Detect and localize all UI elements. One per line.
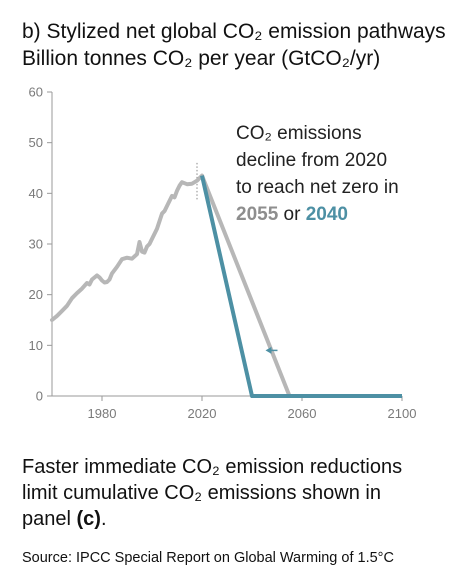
annotation-line-4: 2055 or 2040 xyxy=(236,204,348,225)
x-axis: 1980 2020 2060 2100 xyxy=(52,395,417,421)
x-tick-label: 2060 xyxy=(288,406,317,421)
annotation-connector: or xyxy=(278,204,305,225)
caption-end: . xyxy=(100,508,107,530)
annotation-year-2040: 2040 xyxy=(306,204,348,225)
source-note: Source: IPCC Special Report on Global Wa… xyxy=(22,550,394,566)
x-tick-label: 2100 xyxy=(388,406,417,421)
x-tick-label: 2020 xyxy=(188,406,217,421)
caption-panel-ref: (c) xyxy=(76,508,101,530)
annotation-line-1: CO₂ emissions xyxy=(236,123,362,144)
y-tick-label: 0 xyxy=(36,389,43,404)
emissions-chart: 0 10 20 30 40 50 60 1980 2020 2060 2100 CO₂ emiss… xyxy=(29,85,417,422)
caption-text: Faster immediate CO₂ emission reductions… xyxy=(22,456,403,530)
series-pathway-2040-line xyxy=(200,175,402,398)
series-history-line xyxy=(50,173,204,322)
chart-title: b) Stylized net global CO₂ emission path… xyxy=(22,20,446,43)
shift-arrow-head xyxy=(265,346,272,354)
shift-arrow xyxy=(265,346,278,354)
annotation-line-3: to reach net zero in xyxy=(236,177,399,198)
y-tick-label: 40 xyxy=(29,186,43,201)
y-tick-label: 30 xyxy=(29,237,43,252)
caption: Faster immediate CO₂ emission reductions… xyxy=(22,454,432,532)
annotation-line-2: decline from 2020 xyxy=(236,150,387,171)
y-axis: 0 10 20 30 40 50 60 xyxy=(29,85,53,404)
y-tick-label: 50 xyxy=(29,135,43,150)
x-tick-label: 1980 xyxy=(88,406,117,421)
chart-subtitle: Billion tonnes CO₂ per year (GtCO₂/yr) xyxy=(22,47,381,70)
annotation-year-2055: 2055 xyxy=(236,204,279,225)
y-tick-label: 60 xyxy=(29,85,43,100)
y-tick-label: 10 xyxy=(29,338,43,353)
y-tick-label: 20 xyxy=(29,287,43,302)
